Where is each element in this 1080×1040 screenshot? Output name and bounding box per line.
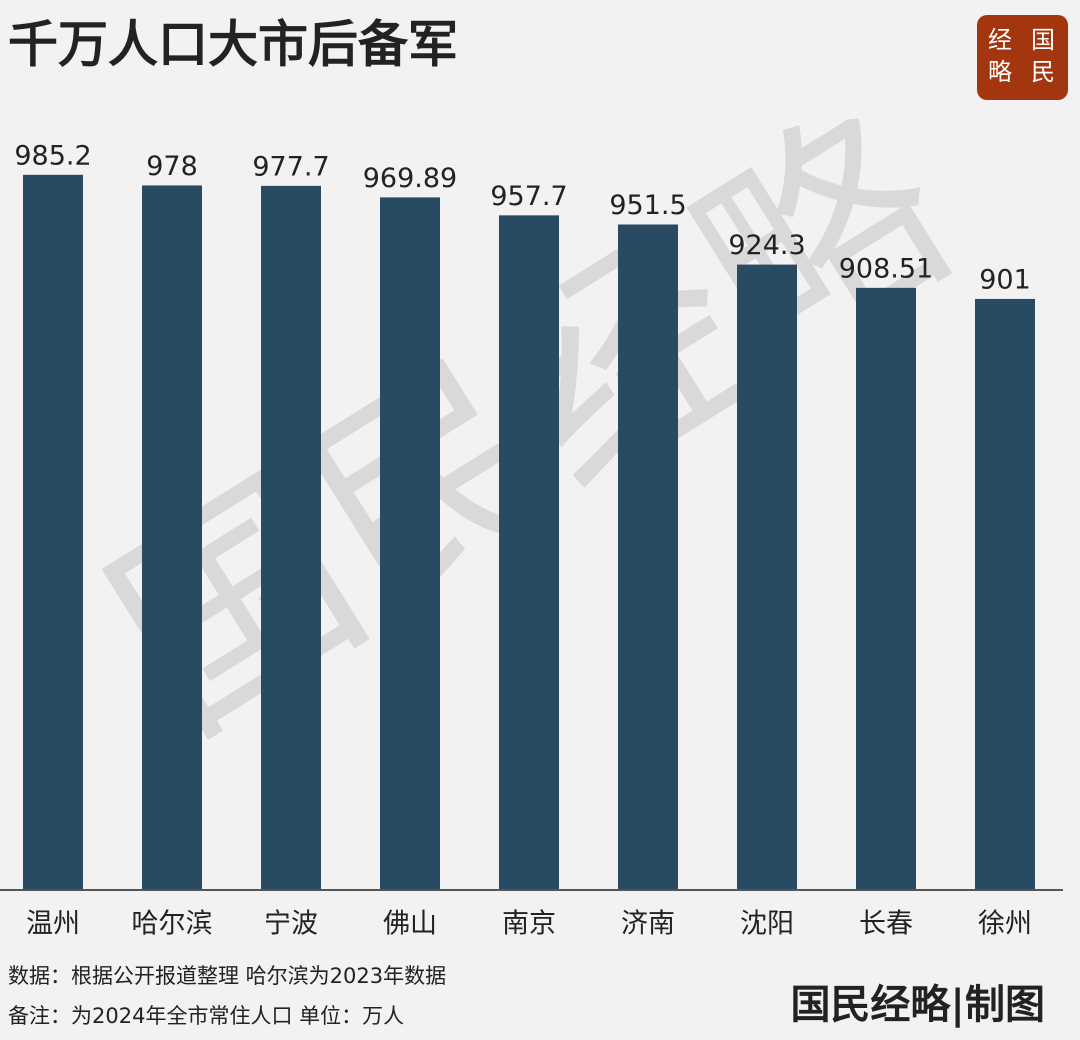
data-label: 908.51 <box>839 253 933 284</box>
bar <box>23 174 83 891</box>
x-tick-label: 哈尔滨 <box>132 909 213 940</box>
data-label: 977.7 <box>252 151 329 182</box>
x-tick-label: 沈阳 <box>740 909 794 940</box>
data-label: 901 <box>979 264 1031 295</box>
logo-char: 略 <box>988 58 1012 86</box>
bar <box>380 197 440 890</box>
logo-char: 民 <box>1031 58 1055 86</box>
brand: 国民经略|制图 <box>790 981 1045 1028</box>
x-tick-label: 温州 <box>26 909 80 940</box>
logo-char: 经 <box>988 26 1012 54</box>
x-tick-label: 徐州 <box>978 909 1032 940</box>
bar <box>261 185 321 891</box>
data-label: 978 <box>146 151 198 182</box>
bar <box>856 287 916 890</box>
logo-box <box>977 15 1068 100</box>
bar <box>618 224 678 890</box>
x-tick-label: 佛山 <box>383 909 437 940</box>
logo-char: 国 <box>1031 26 1055 54</box>
bar <box>975 298 1035 890</box>
x-tick-label: 济南 <box>621 909 675 940</box>
data-label: 924.3 <box>728 230 805 261</box>
note: 数据：根据公开报道整理 哈尔滨为2023年数据 <box>8 964 446 988</box>
x-tick-label: 南京 <box>502 909 556 940</box>
bar <box>737 264 797 890</box>
bar <box>142 185 202 891</box>
chart-title: 千万人口大市后备军 <box>8 16 458 74</box>
x-tick-label: 宁波 <box>264 909 318 940</box>
data-label: 957.7 <box>490 181 567 212</box>
bar <box>499 215 559 890</box>
data-label: 969.89 <box>363 163 457 194</box>
note: 备注：为2024年全市常住人口 单位：万人 <box>8 1004 404 1028</box>
data-label: 951.5 <box>609 190 686 221</box>
x-tick-label: 长春 <box>859 909 913 940</box>
data-label: 985.2 <box>14 140 91 171</box>
